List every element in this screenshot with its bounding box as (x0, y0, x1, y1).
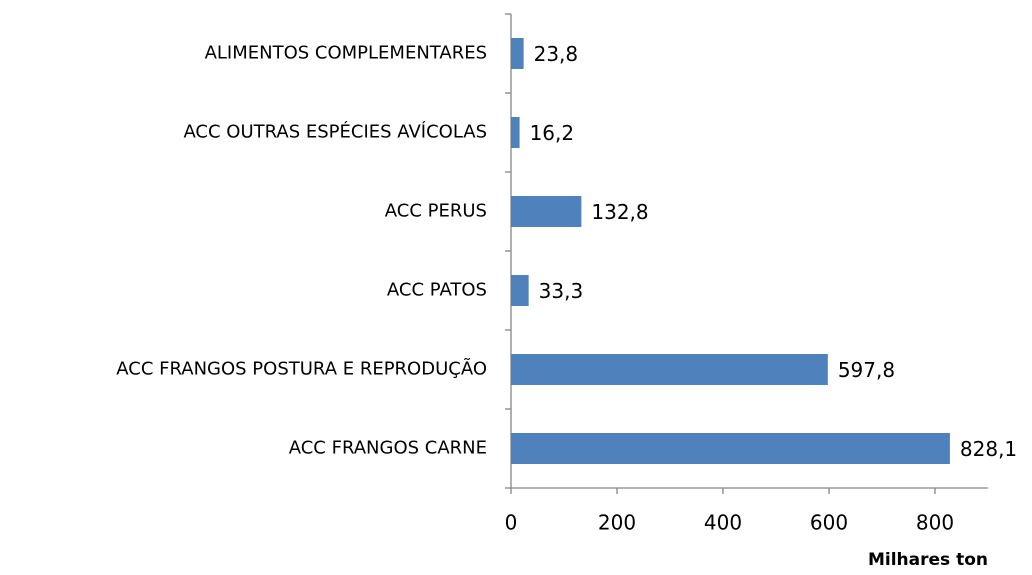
bar (511, 433, 950, 464)
x-tick-label: 600 (810, 511, 848, 535)
bar (511, 275, 529, 306)
y-tick-label: ACC PATOS (387, 280, 487, 301)
x-tick-label: 200 (598, 511, 636, 535)
y-tick-label: ACC PERUS (385, 201, 487, 222)
y-tick-label: ACC OUTRAS ESPÉCIES AVÍCOLAS (183, 121, 487, 143)
bar (511, 117, 520, 148)
value-label: 33,3 (539, 279, 584, 303)
value-label: 597,8 (838, 358, 895, 382)
value-label: 23,8 (534, 42, 579, 66)
bar (511, 196, 582, 227)
y-tick-label: ALIMENTOS COMPLEMENTARES (205, 43, 487, 64)
x-tick-label: 400 (704, 511, 742, 535)
bar (511, 354, 828, 385)
x-tick-label: 0 (505, 511, 518, 535)
y-tick-label: ACC FRANGOS CARNE (289, 438, 487, 459)
value-label: 132,8 (591, 200, 648, 224)
bar (511, 38, 524, 69)
y-tick-label: ACC FRANGOS POSTURA E REPRODUÇÃO (116, 358, 487, 380)
value-label: 828,1 (960, 437, 1017, 461)
x-axis-label: Milhares ton (868, 550, 988, 570)
x-tick-label: 800 (916, 511, 954, 535)
value-label: 16,2 (530, 121, 575, 145)
